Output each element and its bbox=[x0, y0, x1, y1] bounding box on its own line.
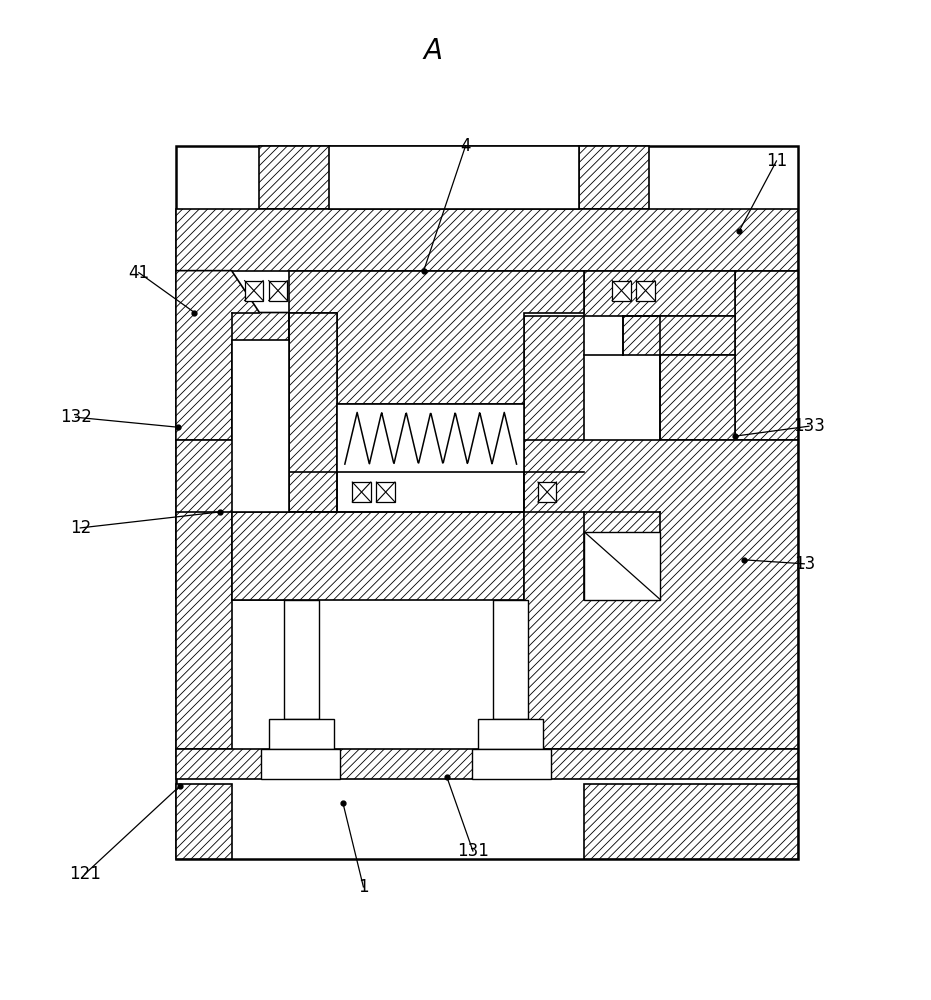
Text: 131: 131 bbox=[457, 842, 489, 860]
Bar bbox=[376, 482, 395, 502]
Bar bbox=[290, 313, 337, 512]
Bar bbox=[245, 281, 263, 301]
Bar bbox=[479, 719, 544, 749]
Bar bbox=[538, 482, 557, 502]
Bar bbox=[472, 749, 551, 779]
Bar bbox=[260, 146, 330, 209]
Text: 121: 121 bbox=[69, 865, 101, 883]
Text: 4: 4 bbox=[460, 137, 471, 155]
Polygon shape bbox=[176, 271, 290, 440]
Text: 133: 133 bbox=[793, 417, 825, 435]
Bar bbox=[176, 512, 232, 749]
Text: 41: 41 bbox=[128, 264, 149, 282]
Bar bbox=[262, 749, 340, 779]
Bar bbox=[579, 146, 649, 209]
Bar bbox=[524, 440, 798, 749]
Text: 132: 132 bbox=[60, 408, 91, 426]
Bar bbox=[636, 281, 654, 301]
Bar bbox=[524, 316, 585, 512]
Bar bbox=[176, 440, 290, 600]
Bar bbox=[585, 271, 735, 316]
Bar bbox=[232, 512, 524, 600]
Bar bbox=[176, 784, 232, 859]
Bar bbox=[176, 146, 798, 859]
Bar bbox=[623, 316, 735, 355]
Bar bbox=[269, 719, 333, 749]
Bar bbox=[232, 340, 290, 512]
Bar bbox=[613, 281, 630, 301]
Text: 1: 1 bbox=[358, 878, 369, 896]
Bar bbox=[176, 749, 798, 779]
Text: 12: 12 bbox=[70, 519, 91, 537]
Bar bbox=[176, 209, 798, 271]
Text: 11: 11 bbox=[766, 152, 787, 170]
Bar bbox=[585, 532, 660, 600]
Bar bbox=[352, 482, 371, 502]
Bar bbox=[735, 271, 798, 440]
Bar bbox=[285, 600, 318, 719]
Bar bbox=[585, 784, 798, 859]
Bar bbox=[269, 281, 288, 301]
Bar bbox=[329, 146, 579, 209]
Polygon shape bbox=[290, 271, 585, 404]
Text: A: A bbox=[424, 37, 442, 65]
Bar bbox=[493, 600, 528, 719]
Text: 13: 13 bbox=[793, 555, 815, 573]
Bar bbox=[337, 404, 524, 472]
Bar bbox=[660, 355, 735, 440]
